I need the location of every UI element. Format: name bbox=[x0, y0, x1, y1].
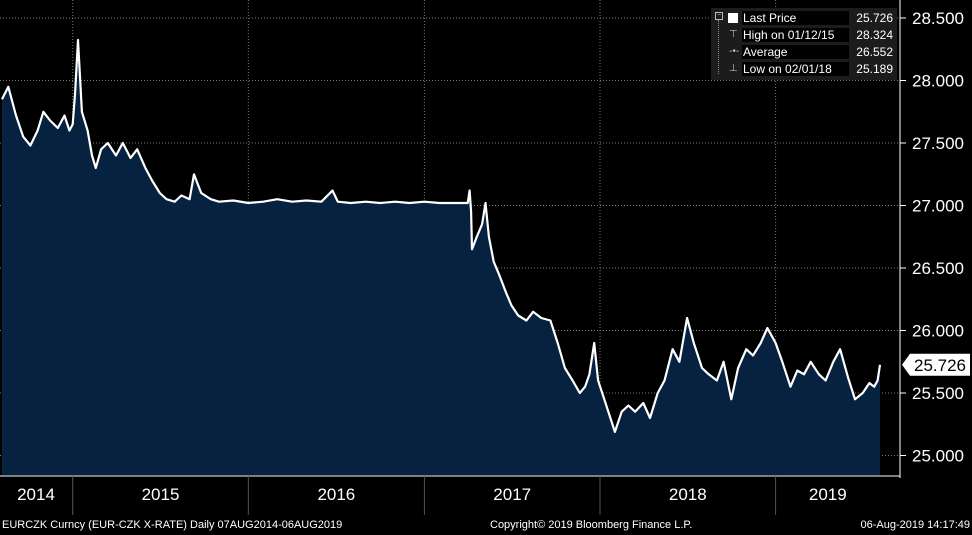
x-tick-label: 2018 bbox=[669, 485, 707, 504]
y-tick-label: 27.000 bbox=[912, 197, 964, 216]
y-tick-label: 26.500 bbox=[912, 259, 964, 278]
legend-tree-line bbox=[718, 20, 720, 74]
average-marker-icon: -•- bbox=[729, 46, 740, 57]
square-icon bbox=[728, 13, 738, 23]
footer-copyright: Copyright© 2019 Bloomberg Finance L.P. bbox=[490, 519, 693, 531]
legend-last-price: Last Price 25.726 bbox=[711, 10, 897, 26]
footer-ticker: EURCZK Curncy (EUR-CZK X-RATE) Daily 07A… bbox=[2, 519, 343, 531]
legend-high-label: High on 01/12/15 bbox=[742, 28, 849, 42]
y-axis: 28.500 28.000 27.500 27.000 26.500 26.000 25.5… bbox=[899, 0, 964, 478]
x-tick-label: 2015 bbox=[142, 485, 180, 504]
x-tick-label: 2014 bbox=[17, 485, 55, 504]
x-axis: 2014 2015 2016 2017 2018 2019 bbox=[0, 475, 900, 515]
legend-low: ⊥ Low on 02/01/18 25.189 bbox=[711, 61, 897, 77]
x-tick-label: 2017 bbox=[493, 485, 531, 504]
y-tick-label: 28.000 bbox=[912, 72, 964, 91]
footer-timestamp: 06-Aug-2019 14:17:49 bbox=[860, 519, 970, 531]
legend-last-label: Last Price bbox=[742, 11, 849, 25]
last-price-marker: 25.726 bbox=[902, 353, 970, 376]
collapse-icon[interactable]: − bbox=[715, 12, 723, 20]
legend-low-label: Low on 02/01/18 bbox=[742, 62, 849, 76]
low-marker-icon: ⊥ bbox=[729, 63, 738, 74]
y-tick-label: 25.000 bbox=[912, 447, 964, 466]
price-line bbox=[1, 38, 882, 433]
y-tick-label: 25.500 bbox=[912, 384, 964, 403]
x-tick-label: 2016 bbox=[317, 485, 355, 504]
x-tick-label: 2019 bbox=[809, 485, 847, 504]
footer: EURCZK Curncy (EUR-CZK X-RATE) Daily 07A… bbox=[0, 517, 972, 535]
legend-average-value: 26.552 bbox=[856, 45, 893, 59]
legend-last-value: 25.726 bbox=[856, 11, 893, 25]
legend-high: ⊤ High on 01/12/15 28.324 bbox=[711, 27, 897, 43]
legend-average: -•- Average 26.552 bbox=[711, 44, 897, 60]
legend-high-value: 28.324 bbox=[856, 28, 893, 42]
legend-low-value: 25.189 bbox=[856, 62, 893, 76]
price-area bbox=[2, 40, 880, 475]
y-tick-label: 28.500 bbox=[912, 9, 964, 28]
last-price-tag-bg bbox=[902, 353, 970, 376]
last-price-tag-label: 25.726 bbox=[914, 356, 966, 375]
high-marker-icon: ⊤ bbox=[729, 29, 738, 40]
legend-average-label: Average bbox=[742, 45, 849, 59]
legend: − Last Price 25.726 ⊤ High on 01/12/15 2… bbox=[711, 8, 897, 80]
y-tick-label: 26.000 bbox=[912, 322, 964, 341]
y-tick-label: 27.500 bbox=[912, 134, 964, 153]
